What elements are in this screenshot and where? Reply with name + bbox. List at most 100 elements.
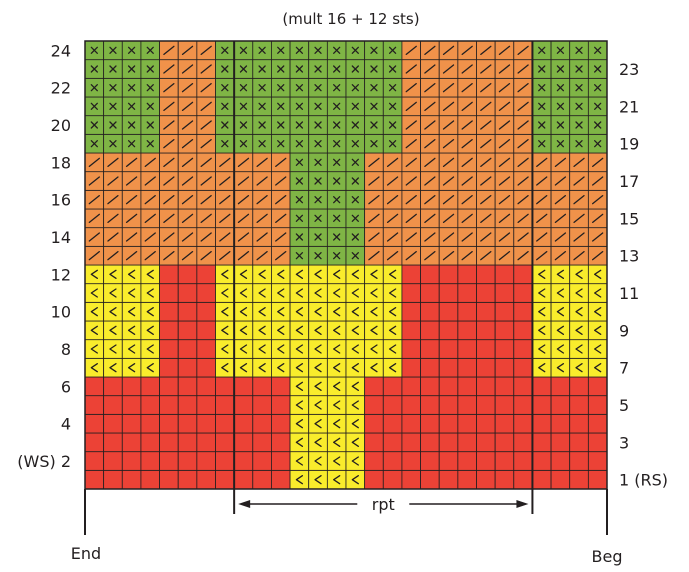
x-cross-icon <box>333 46 341 54</box>
x-cross-icon <box>314 177 322 185</box>
less-than-icon <box>333 456 341 466</box>
chart-cell <box>550 376 571 397</box>
slash-icon <box>237 195 250 205</box>
chart-cell <box>345 413 366 434</box>
x-cross-icon <box>538 140 546 148</box>
slash-icon <box>200 139 212 149</box>
x-cross-icon <box>258 46 266 54</box>
chart-cell <box>103 301 123 322</box>
repeat-indicator: rpt <box>233 41 534 514</box>
x-cross-icon <box>388 140 397 148</box>
chart-cell <box>177 469 198 490</box>
chart-cell <box>513 320 533 341</box>
slash-icon <box>88 251 100 261</box>
chart-cell <box>215 283 235 303</box>
x-cross-icon <box>351 196 359 204</box>
less-than-icon <box>258 363 266 373</box>
x-cross-icon <box>351 46 359 54</box>
chart-cell <box>84 451 105 471</box>
slash-icon <box>405 195 417 205</box>
chart-cell <box>364 413 384 434</box>
less-than-icon <box>556 363 565 373</box>
x-cross-icon <box>277 121 285 129</box>
chart-cell <box>103 469 123 490</box>
x-cross-icon <box>314 140 322 148</box>
less-than-icon <box>146 363 154 373</box>
chart-cell <box>177 376 198 397</box>
slash-icon <box>554 157 567 167</box>
row-label: 14 <box>51 228 71 247</box>
chart-cell <box>159 264 179 285</box>
x-cross-icon <box>127 65 136 73</box>
less-than-icon <box>90 344 98 354</box>
x-cross-icon <box>556 46 565 54</box>
slash-icon <box>88 157 100 167</box>
chart-cell <box>364 264 384 285</box>
chart-cell <box>420 413 440 434</box>
slash-icon <box>592 157 604 167</box>
less-than-icon <box>351 307 359 317</box>
x-cross-icon <box>594 84 602 92</box>
x-cross-icon <box>90 84 98 92</box>
less-than-icon <box>221 288 229 298</box>
slash-icon <box>125 251 138 261</box>
chart-cell <box>382 413 403 434</box>
chart-cell <box>532 264 552 285</box>
slash-icon <box>498 101 511 111</box>
less-than-icon <box>258 307 266 317</box>
less-than-icon <box>127 325 136 335</box>
chart-cell <box>140 283 160 303</box>
chart-cell <box>289 264 310 285</box>
less-than-icon <box>314 475 322 485</box>
x-cross-icon <box>538 121 546 129</box>
chart-cell <box>550 283 571 303</box>
x-cross-icon <box>295 158 304 166</box>
less-than-icon <box>90 307 98 317</box>
less-than-icon <box>333 363 341 373</box>
x-cross-icon <box>239 65 248 73</box>
slash-icon <box>200 101 212 111</box>
less-than-icon <box>370 363 378 373</box>
x-cross-icon <box>314 46 322 54</box>
less-than-icon <box>314 400 322 410</box>
chart-cell <box>494 376 515 397</box>
chart-cell <box>159 320 179 341</box>
less-than-icon <box>295 269 304 279</box>
less-than-icon <box>594 325 602 335</box>
less-than-icon <box>333 325 341 335</box>
slash-icon <box>442 45 455 55</box>
slash-icon <box>237 251 250 261</box>
chart-cell <box>215 413 235 434</box>
slash-icon <box>405 213 417 223</box>
end-label: End <box>71 544 101 563</box>
x-cross-icon <box>146 140 154 148</box>
less-than-icon <box>239 288 248 298</box>
chart-cell <box>252 264 272 285</box>
row-label: (WS) 2 <box>17 452 71 471</box>
slash-icon <box>107 213 119 223</box>
chart-cell <box>308 357 328 378</box>
chart-cell <box>382 264 403 285</box>
chart-cell <box>494 432 515 453</box>
slash-icon <box>498 157 511 167</box>
x-cross-icon <box>351 214 359 222</box>
less-than-icon <box>239 344 248 354</box>
chart-cell <box>215 264 235 285</box>
chart-cell <box>121 376 142 397</box>
slash-icon <box>424 139 436 149</box>
less-than-icon <box>351 475 359 485</box>
chart-cell <box>84 320 105 341</box>
chart-cell <box>587 301 608 322</box>
less-than-icon <box>127 307 136 317</box>
chart-cell <box>289 357 310 378</box>
chart-cell <box>587 395 608 415</box>
slash-icon <box>536 232 548 242</box>
less-than-icon <box>314 344 322 354</box>
slash-icon <box>107 195 119 205</box>
chart-cell <box>196 264 216 285</box>
slash-icon <box>163 232 175 242</box>
chart-cell <box>569 451 589 471</box>
chart-cell <box>215 469 235 490</box>
chart-cell <box>215 376 235 397</box>
less-than-icon <box>221 325 229 335</box>
